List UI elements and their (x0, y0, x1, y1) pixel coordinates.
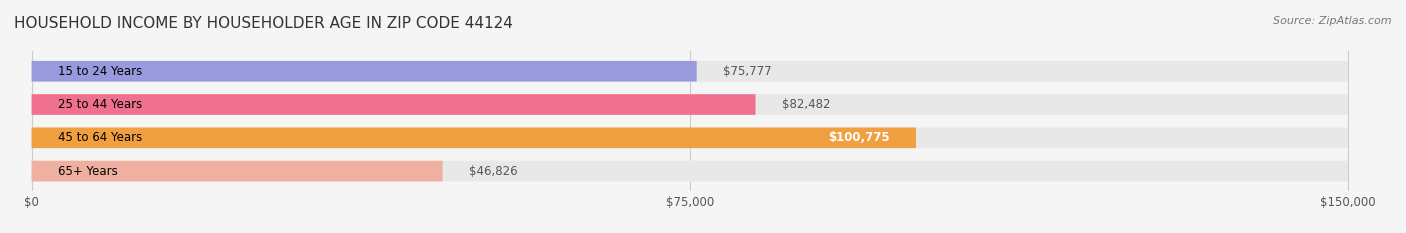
FancyBboxPatch shape (31, 61, 1348, 82)
FancyBboxPatch shape (31, 94, 1348, 115)
Text: $100,775: $100,775 (828, 131, 890, 144)
Text: $75,777: $75,777 (723, 65, 772, 78)
FancyBboxPatch shape (31, 94, 755, 115)
Text: 45 to 64 Years: 45 to 64 Years (58, 131, 142, 144)
FancyBboxPatch shape (31, 161, 443, 182)
Text: HOUSEHOLD INCOME BY HOUSEHOLDER AGE IN ZIP CODE 44124: HOUSEHOLD INCOME BY HOUSEHOLDER AGE IN Z… (14, 16, 513, 31)
FancyBboxPatch shape (31, 161, 1348, 182)
FancyBboxPatch shape (31, 61, 696, 82)
Text: 25 to 44 Years: 25 to 44 Years (58, 98, 142, 111)
FancyBboxPatch shape (31, 127, 1348, 148)
Text: 65+ Years: 65+ Years (58, 164, 118, 178)
FancyBboxPatch shape (31, 127, 917, 148)
Text: Source: ZipAtlas.com: Source: ZipAtlas.com (1274, 16, 1392, 26)
Text: $82,482: $82,482 (782, 98, 831, 111)
Text: 15 to 24 Years: 15 to 24 Years (58, 65, 142, 78)
Text: $46,826: $46,826 (468, 164, 517, 178)
